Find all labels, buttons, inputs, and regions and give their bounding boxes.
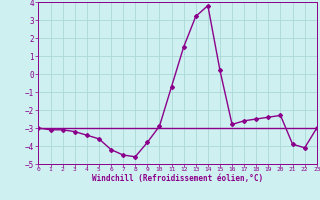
- X-axis label: Windchill (Refroidissement éolien,°C): Windchill (Refroidissement éolien,°C): [92, 174, 263, 183]
